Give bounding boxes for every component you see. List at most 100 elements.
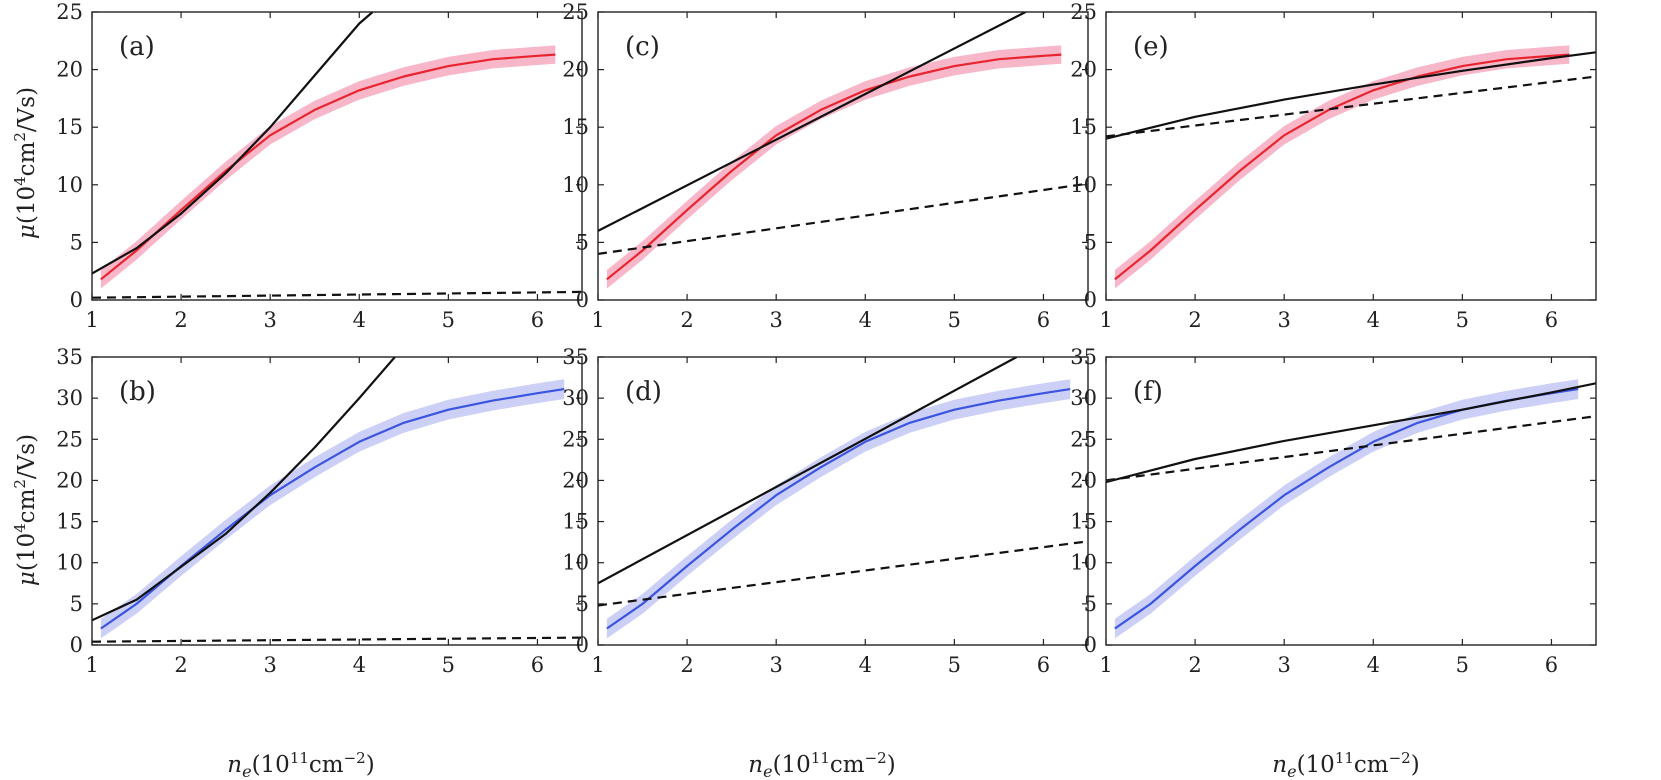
x-axis-label-right: ne(1011cm−2): [1272, 749, 1419, 780]
panel-a-xtick-label: 1: [85, 308, 98, 332]
panel-a-ytick-label: 20: [56, 58, 83, 82]
panel-f-fit-solid-line: [1106, 382, 1596, 484]
panel-e-ytick-label: 25: [1070, 0, 1097, 24]
x-axis-label-left: ne(1011cm−2): [227, 749, 374, 780]
panel-f-ytick-label: 25: [1070, 427, 1097, 451]
panel-f-xtick-label: 3: [1277, 653, 1290, 677]
panel-a-xtick-label: 5: [442, 308, 455, 332]
panel-e-xtick-label: 3: [1277, 308, 1290, 332]
y-axis-label-top: μ(104cm2/Vs): [11, 87, 40, 239]
panel-e-fit-dashed-line: [1106, 75, 1596, 138]
panel-e: 1 2 3 4 5 6 0 5 10 15 20 25 (e): [1070, 0, 1597, 332]
panel-a-fit-solid-line: [92, 12, 374, 275]
panel-e-frame: [1105, 11, 1597, 301]
panel-e-xtick-label: 4: [1367, 308, 1380, 332]
panel-e-ytick-label: 5: [1084, 230, 1097, 254]
panel-c-xtick-label: 2: [680, 308, 693, 332]
panel-d-ytick-label: 10: [562, 551, 589, 575]
panel-d-xtick-label: 2: [680, 653, 693, 677]
panel-d-fit-dashed-line: [598, 540, 1088, 607]
panel-a-label: (a): [119, 32, 155, 62]
panel-d-ytick-label: 25: [562, 427, 589, 451]
panel-e-data-line: [1114, 53, 1570, 281]
panel-c-ytick-label: 5: [576, 230, 589, 254]
panel-e-xtick-label: 1: [1099, 308, 1112, 332]
panel-a-ytick-label: 5: [70, 230, 83, 254]
panel-c-fit-dashed-line: [598, 182, 1088, 255]
panel-a-xtick-label: 6: [531, 308, 544, 332]
panel-b-plot: [92, 357, 582, 643]
panel-a: 1 2 3 4 5 6 0 5 10 15 20 25 (a): [56, 0, 583, 332]
panel-f-xtick-label: 1: [1099, 653, 1112, 677]
panel-d-ytick-label: 0: [576, 633, 589, 657]
panel-f-ytick-label: 15: [1070, 510, 1097, 534]
panel-f-frame: [1105, 356, 1597, 646]
panel-c-ytick-label: 20: [562, 58, 589, 82]
panel-c-plot: [598, 12, 1088, 289]
panel-c-xtick-label: 4: [859, 308, 872, 332]
panel-d-xtick-label: 6: [1037, 653, 1050, 677]
panel-b-ytick-label: 15: [56, 510, 83, 534]
panel-c-data-line: [606, 53, 1062, 281]
panel-b-xtick-label: 2: [174, 653, 187, 677]
panel-b-ytick-label: 30: [56, 386, 83, 410]
panel-d-label: (d): [625, 377, 662, 407]
panel-a-frame: [91, 11, 583, 301]
panel-b-ytick-label: 20: [56, 468, 83, 492]
panel-f: 1 2 3 4 5 6 0 5 10 15 20 25 30 35 (f): [1070, 345, 1597, 677]
panel-f-error-band: [1114, 379, 1579, 639]
panel-f-plot: [1106, 379, 1596, 639]
panel-d-frame: [597, 356, 1089, 646]
panel-c-fit-solid-line: [598, 12, 1027, 232]
panel-f-ytick-label: 35: [1070, 345, 1097, 369]
panel-c-error-band: [606, 45, 1062, 289]
y-axis-label-bottom: μ(104cm2/Vs): [11, 434, 40, 586]
panel-e-xtick-label: 5: [1456, 308, 1469, 332]
panel-e-xtick-label: 2: [1188, 308, 1201, 332]
panel-c-xtick-label: 1: [591, 308, 604, 332]
panel-c: 1 2 3 4 5 6 0 5 10 15 20 25 (c): [562, 0, 1089, 332]
panel-d-ytick-label: 20: [562, 468, 589, 492]
panel-a-ytick-label: 25: [56, 0, 83, 24]
panel-f-label: (f): [1133, 377, 1163, 407]
panel-e-ytick-label: 10: [1070, 173, 1097, 197]
panel-d-ytick-label: 5: [576, 592, 589, 616]
panel-f-ytick-label: 5: [1084, 592, 1097, 616]
panel-d-xtick-label: 4: [859, 653, 872, 677]
panel-c-ytick-label: 25: [562, 0, 589, 24]
panel-c-label: (c): [625, 32, 660, 62]
panel-c-frame: [597, 11, 1089, 301]
panel-c-xtick-label: 5: [948, 308, 961, 332]
panel-c-ytick-label: 0: [576, 288, 589, 312]
panel-d-error-band: [606, 379, 1071, 639]
panel-e-xtick-label: 6: [1545, 308, 1558, 332]
panel-f-ytick-label: 20: [1070, 468, 1097, 492]
panel-e-ytick-label: 15: [1070, 115, 1097, 139]
panel-d-xtick-label: 5: [948, 653, 961, 677]
panel-a-data-line: [100, 53, 556, 281]
panel-f-xtick-label: 4: [1367, 653, 1380, 677]
panel-b-xtick-label: 4: [353, 653, 366, 677]
panel-a-fit-dashed-line: [92, 290, 582, 299]
panel-a-error-band: [100, 45, 556, 289]
panel-d-xtick-label: 3: [769, 653, 782, 677]
panel-a-plot: [92, 12, 582, 299]
panel-b-ytick-label: 10: [56, 551, 83, 575]
panel-b-ytick-label: 0: [70, 633, 83, 657]
panel-e-ytick-label: 20: [1070, 58, 1097, 82]
panel-f-fit-dashed-line: [1106, 415, 1596, 482]
panel-a-ytick-label: 15: [56, 115, 83, 139]
panel-e-label: (e): [1133, 32, 1169, 62]
panel-b-label: (b): [119, 377, 156, 407]
panel-b-frame: [91, 356, 583, 646]
panel-b-ytick-label: 25: [56, 427, 83, 451]
panel-c-ytick-label: 15: [562, 115, 589, 139]
panel-f-data-line: [1114, 388, 1579, 630]
panel-d-data-line: [606, 388, 1071, 630]
panel-d-plot: [598, 357, 1088, 639]
panel-d-ytick-label: 30: [562, 386, 589, 410]
panel-b: 1 2 3 4 5 6 0 5 10 15 20 25 30 35 (b): [56, 345, 583, 677]
panel-c-ytick-label: 10: [562, 173, 589, 197]
